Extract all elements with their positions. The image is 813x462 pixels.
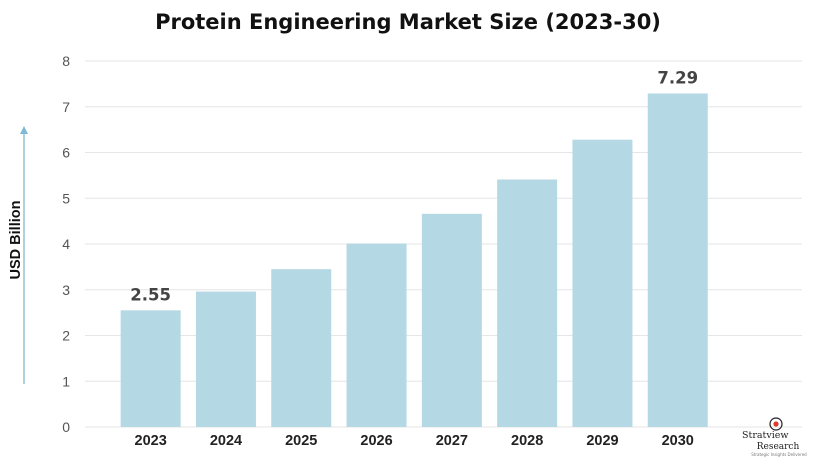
y-tick-label: 1 xyxy=(62,373,70,389)
data-labels: 2.55 7.29 xyxy=(130,68,698,304)
x-axis-ticks: 2023 2024 2025 2026 2027 2028 2029 2030 xyxy=(135,433,694,449)
y-axis-label: USD Billion xyxy=(8,201,24,280)
x-tick-label: 2029 xyxy=(586,433,618,449)
y-tick-label: 6 xyxy=(62,145,70,161)
bars xyxy=(120,93,708,428)
logo-subname: Research xyxy=(757,442,800,452)
y-tick-label: 7 xyxy=(62,99,70,115)
x-tick-label: 2023 xyxy=(135,433,167,449)
bar xyxy=(271,269,332,427)
bar xyxy=(120,310,181,427)
y-tick-label: 5 xyxy=(62,190,70,206)
y-axis-arrow-head xyxy=(20,126,28,134)
x-tick-label: 2027 xyxy=(436,433,468,449)
bar xyxy=(572,139,633,427)
data-label: 2.55 xyxy=(130,285,171,304)
bar xyxy=(346,243,407,427)
x-tick-label: 2025 xyxy=(285,433,317,449)
y-axis-ticks: 0 1 2 3 4 5 6 7 8 xyxy=(62,53,70,435)
target-icon xyxy=(769,417,783,431)
logo-name: Stratview xyxy=(742,430,789,441)
bar xyxy=(421,213,482,427)
chart-title: Protein Engineering Market Size (2023-30… xyxy=(155,10,661,34)
y-tick-label: 4 xyxy=(62,236,70,252)
bar xyxy=(195,291,256,427)
data-label: 7.29 xyxy=(657,68,698,87)
logo-accent-dot xyxy=(773,421,779,427)
bar xyxy=(497,179,558,427)
x-tick-label: 2030 xyxy=(662,433,694,449)
x-tick-label: 2028 xyxy=(511,433,543,449)
stratview-logo: Stratview Research Strategic Insights De… xyxy=(742,417,807,457)
bar xyxy=(647,93,708,428)
x-tick-label: 2024 xyxy=(210,433,242,449)
y-tick-label: 8 xyxy=(62,53,70,69)
x-tick-label: 2026 xyxy=(360,433,392,449)
y-tick-label: 2 xyxy=(62,328,70,344)
y-tick-label: 3 xyxy=(62,282,70,298)
logo-tagline: Strategic Insights Delivered xyxy=(751,452,807,457)
y-tick-label: 0 xyxy=(62,419,70,435)
